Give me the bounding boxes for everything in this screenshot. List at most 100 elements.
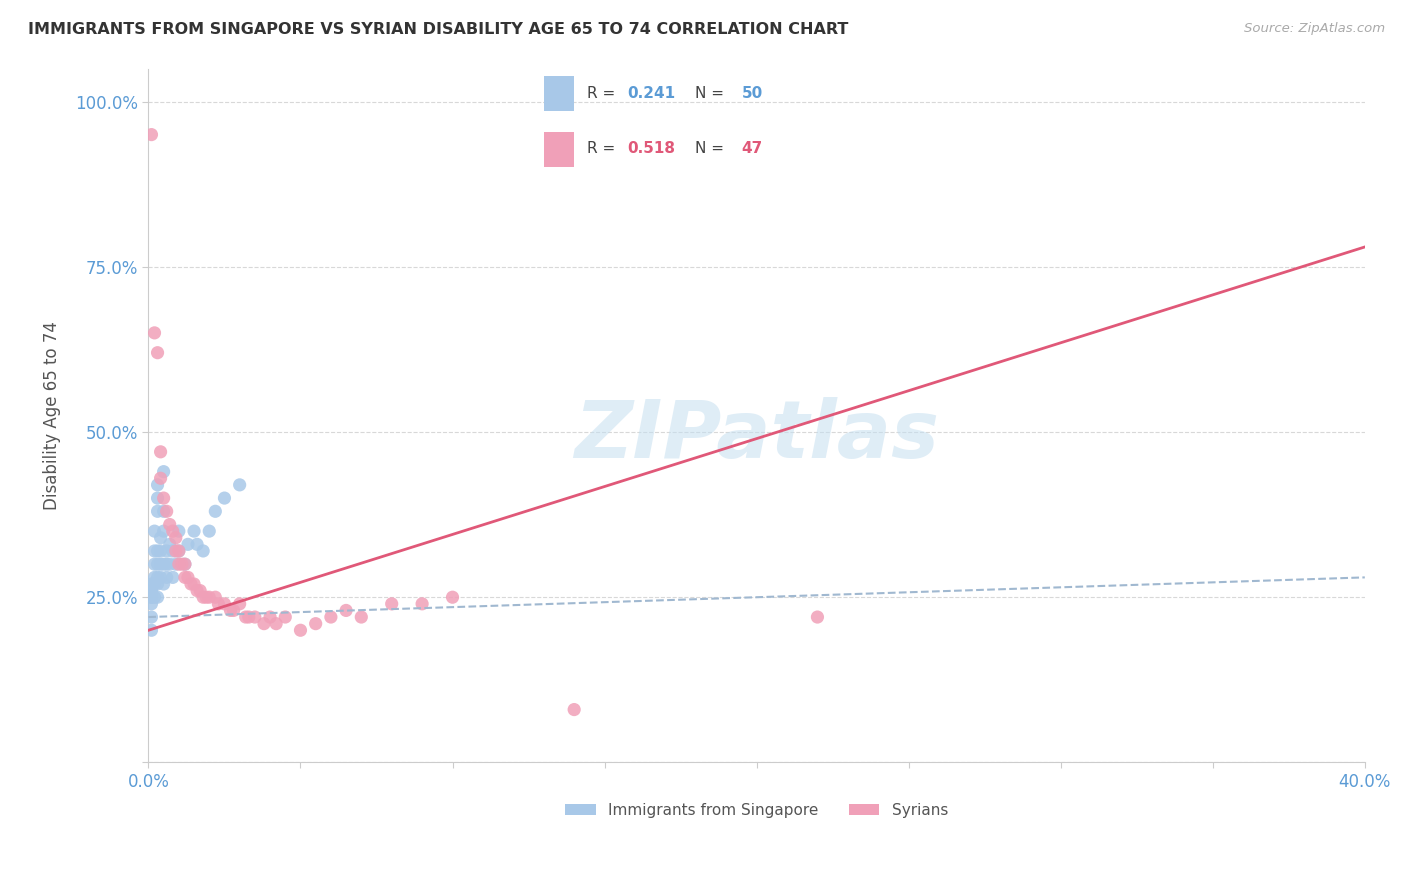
Text: ZIPatlas: ZIPatlas <box>574 397 939 475</box>
Point <box>149 445 172 459</box>
Point <box>177 537 200 551</box>
Point <box>188 583 211 598</box>
Point <box>152 504 174 518</box>
Point <box>253 616 276 631</box>
Point <box>222 603 245 617</box>
Point <box>167 557 190 571</box>
Point <box>170 557 193 571</box>
Point <box>162 524 184 538</box>
Point <box>141 591 163 605</box>
Point <box>174 557 197 571</box>
Point <box>186 583 208 598</box>
Point <box>167 524 190 538</box>
Point <box>141 610 163 624</box>
Point <box>141 591 163 605</box>
Point <box>228 478 250 492</box>
Point <box>174 570 197 584</box>
Point <box>146 570 169 584</box>
Point <box>141 597 163 611</box>
Point <box>156 504 179 518</box>
Point <box>238 610 260 624</box>
Point <box>143 570 166 584</box>
Point <box>204 504 226 518</box>
Point <box>146 491 169 505</box>
Point <box>141 583 163 598</box>
Point <box>159 557 181 571</box>
Text: N =: N = <box>695 87 728 102</box>
Point <box>159 517 181 532</box>
Point <box>156 544 179 558</box>
Point <box>162 570 184 584</box>
Point <box>141 583 163 598</box>
Text: IMMIGRANTS FROM SINGAPORE VS SYRIAN DISABILITY AGE 65 TO 74 CORRELATION CHART: IMMIGRANTS FROM SINGAPORE VS SYRIAN DISA… <box>28 22 848 37</box>
Point <box>146 478 169 492</box>
Point <box>195 591 218 605</box>
Point <box>156 557 179 571</box>
Text: 0.241: 0.241 <box>627 87 675 102</box>
Point <box>198 591 221 605</box>
Point <box>141 577 163 591</box>
Y-axis label: Disability Age 65 to 74: Disability Age 65 to 74 <box>44 321 60 510</box>
Point <box>167 544 190 558</box>
Point <box>177 570 200 584</box>
Text: R =: R = <box>586 87 620 102</box>
Point <box>159 537 181 551</box>
Point <box>207 597 229 611</box>
Point <box>165 531 187 545</box>
Point <box>162 544 184 558</box>
FancyBboxPatch shape <box>544 77 575 112</box>
Point <box>335 603 357 617</box>
Point <box>264 616 287 631</box>
Text: 0.518: 0.518 <box>627 141 675 156</box>
Point <box>319 610 342 624</box>
Point <box>350 610 373 624</box>
Point <box>562 702 585 716</box>
Point <box>149 557 172 571</box>
Point <box>219 603 242 617</box>
Text: R =: R = <box>586 141 620 156</box>
Point <box>167 544 190 558</box>
Point <box>165 557 187 571</box>
Point <box>183 524 205 538</box>
Point <box>191 591 214 605</box>
Point <box>146 557 169 571</box>
Point <box>174 557 197 571</box>
Text: N =: N = <box>695 141 728 156</box>
Point <box>146 504 169 518</box>
Point <box>305 616 328 631</box>
Legend: Immigrants from Singapore, Syrians: Immigrants from Singapore, Syrians <box>560 797 955 824</box>
Text: 47: 47 <box>741 141 763 156</box>
Point <box>186 537 208 551</box>
Point <box>381 597 404 611</box>
Point <box>441 591 464 605</box>
Point <box>198 524 221 538</box>
Point <box>259 610 281 624</box>
Point <box>214 597 236 611</box>
Point <box>152 577 174 591</box>
FancyBboxPatch shape <box>544 132 575 167</box>
Point <box>141 624 163 638</box>
Point <box>411 597 433 611</box>
Point <box>806 610 828 624</box>
Point <box>143 557 166 571</box>
Point <box>235 610 257 624</box>
Point <box>183 577 205 591</box>
Point <box>143 591 166 605</box>
Point <box>180 577 202 591</box>
Point <box>204 591 226 605</box>
Point <box>152 524 174 538</box>
Point <box>290 624 312 638</box>
Point <box>143 577 166 591</box>
Point <box>152 557 174 571</box>
Text: Source: ZipAtlas.com: Source: ZipAtlas.com <box>1244 22 1385 36</box>
Point <box>191 544 214 558</box>
Point <box>146 345 169 359</box>
Point <box>152 491 174 505</box>
Point <box>214 491 236 505</box>
Point <box>146 544 169 558</box>
Point <box>146 577 169 591</box>
Point <box>149 544 172 558</box>
Point <box>165 544 187 558</box>
Point <box>146 591 169 605</box>
Point <box>152 465 174 479</box>
